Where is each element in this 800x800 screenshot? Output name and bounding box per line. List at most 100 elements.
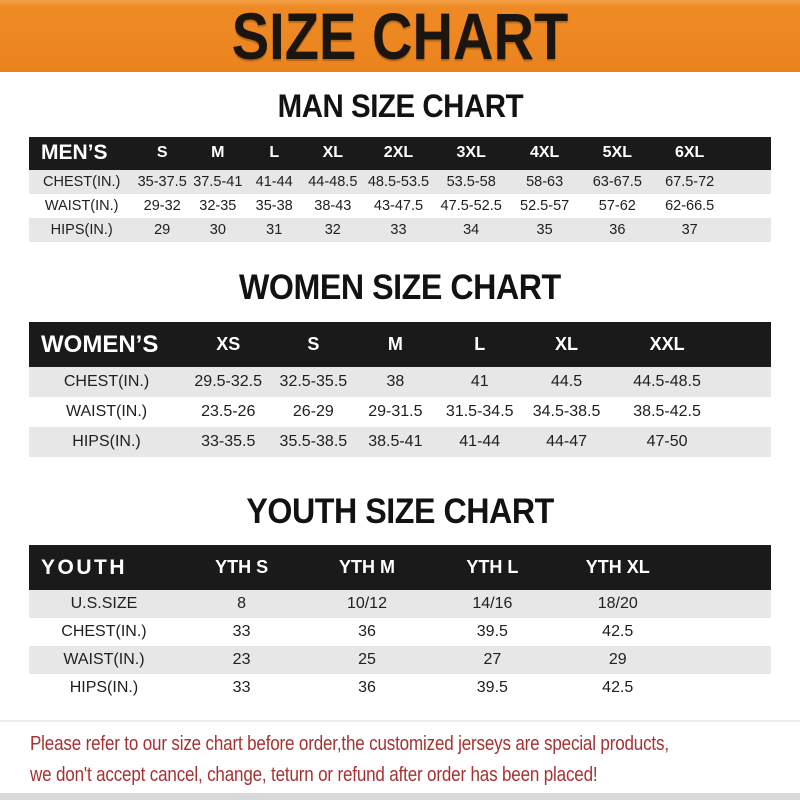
youth-size-table: YOUTH YTH S YTH M YTH L YTH XL U.S.SIZE 8 10/12… bbox=[29, 545, 771, 703]
footer-note-line1: Please refer to our size chart before or… bbox=[30, 728, 800, 759]
size-column-header: YTH L bbox=[429, 545, 556, 591]
youth-section-heading-text: YOUTH SIZE CHART bbox=[246, 492, 554, 532]
size-value-cell: 63-67.5 bbox=[592, 173, 642, 190]
size-column-header: L bbox=[245, 136, 303, 170]
row-label-cell: HIPS(IN.) bbox=[72, 433, 141, 451]
row-filler-cell bbox=[724, 427, 771, 457]
banner: SIZE CHART bbox=[0, 0, 800, 72]
size-value-cell: 26-29 bbox=[292, 403, 334, 421]
row-label-cell: WAIST(IN.) bbox=[44, 197, 119, 214]
size-value-cell: 41-44 bbox=[459, 433, 501, 451]
bottom-edge-strip bbox=[0, 793, 800, 800]
size-value-cell: 30 bbox=[209, 221, 226, 238]
row-filler-cell bbox=[724, 397, 771, 427]
size-value-cell: 37 bbox=[681, 221, 698, 238]
size-value-cell: 62-66.5 bbox=[665, 197, 715, 214]
size-value-cell: 29-32 bbox=[143, 197, 181, 214]
size-value-cell: 44.5-48.5 bbox=[633, 373, 701, 391]
size-value-cell: 10/12 bbox=[346, 595, 387, 613]
size-value-cell: 33 bbox=[232, 679, 251, 697]
footer-note-line1-text: Please refer to our size chart before or… bbox=[30, 732, 669, 756]
size-value-cell: 31 bbox=[266, 221, 283, 238]
table-title-cell: MEN’S bbox=[29, 136, 135, 170]
table-row: CHEST(IN.) 35-37.5 37.5-41 41-44 44-48.5 48.5… bbox=[29, 169, 771, 194]
row-label-cell: WAIST(IN.) bbox=[65, 403, 148, 421]
size-column-header: 6XL bbox=[653, 136, 726, 170]
table-title-cell: WOMEN’S bbox=[29, 322, 185, 368]
size-value-cell: 58-63 bbox=[526, 173, 564, 190]
row-label-cell: WAIST(IN.) bbox=[63, 651, 145, 669]
row-filler-cell bbox=[680, 618, 771, 646]
row-filler-cell bbox=[680, 646, 771, 674]
size-value-cell: 53.5-58 bbox=[446, 173, 496, 190]
row-filler-cell bbox=[724, 367, 771, 397]
size-value-cell: 29-31.5 bbox=[368, 403, 423, 421]
size-value-cell: 44-48.5 bbox=[308, 173, 358, 190]
table-row: WAIST(IN.) 23 25 27 29 bbox=[29, 646, 771, 675]
size-value-cell: 67.5-72 bbox=[665, 173, 715, 190]
size-column-header: YTH S bbox=[178, 545, 305, 591]
size-value-cell: 34.5-38.5 bbox=[532, 403, 601, 421]
row-filler-cell bbox=[726, 194, 771, 218]
size-value-cell: 33-35.5 bbox=[201, 433, 256, 451]
size-value-cell: 14/16 bbox=[472, 595, 513, 613]
size-value-cell: 41-44 bbox=[255, 173, 293, 190]
header-filler-cell bbox=[725, 136, 771, 170]
men-section-heading: MAN SIZE CHART bbox=[0, 88, 800, 124]
size-column-header: S bbox=[134, 136, 190, 170]
size-column-header: XL bbox=[302, 136, 363, 170]
women-size-table: WOMEN’S XS S M L XL XXL CHEST(IN.) 29.5-32.5 32.5… bbox=[29, 322, 771, 458]
youth-section-heading: YOUTH SIZE CHART bbox=[0, 494, 800, 531]
size-column-header: XL bbox=[523, 322, 610, 368]
size-column-header: XXL bbox=[609, 322, 725, 368]
size-value-cell: 29.5-32.5 bbox=[194, 373, 263, 391]
table-row: CHEST(IN.) 33 36 39.5 42.5 bbox=[29, 618, 771, 647]
footer-divider bbox=[0, 720, 800, 723]
size-value-cell: 52.5-57 bbox=[520, 197, 570, 214]
size-value-cell: 41 bbox=[470, 373, 489, 391]
size-value-cell: 57-62 bbox=[598, 197, 636, 214]
size-value-cell: 31.5-34.5 bbox=[445, 403, 514, 421]
size-value-cell: 29 bbox=[154, 221, 171, 238]
table-header-row: WOMEN’S XS S M L XL XXL bbox=[29, 322, 771, 368]
table-row: WAIST(IN.) 23.5-26 26-29 29-31.5 31.5-34.5 34… bbox=[29, 397, 771, 428]
table-title-cell: YOUTH bbox=[29, 545, 179, 591]
table-row: WAIST(IN.) 29-32 32-35 35-38 38-43 43-47.5 47.… bbox=[29, 193, 771, 218]
size-column-header: XS bbox=[184, 322, 273, 368]
size-value-cell: 42.5 bbox=[602, 623, 634, 641]
size-value-cell: 47-50 bbox=[646, 433, 688, 451]
size-column-header: M bbox=[190, 136, 246, 170]
women-section-heading: WOMEN SIZE CHART bbox=[0, 267, 800, 307]
size-value-cell: 27 bbox=[483, 651, 502, 669]
size-value-cell: 44-47 bbox=[546, 433, 587, 451]
size-value-cell: 34 bbox=[463, 221, 480, 238]
size-column-header: L bbox=[436, 322, 524, 368]
footer-note-line2-text: we don't accept cancel, change, teturn o… bbox=[30, 763, 598, 787]
size-column-header: 4XL bbox=[508, 136, 581, 170]
row-label-cell: HIPS(IN.) bbox=[69, 679, 139, 697]
table-row: HIPS(IN.) 29 30 31 32 33 34 35 36 37 bbox=[29, 217, 771, 242]
row-label-cell: CHEST(IN.) bbox=[63, 373, 150, 391]
row-label-cell: CHEST(IN.) bbox=[61, 623, 147, 641]
men-section-heading-text: MAN SIZE CHART bbox=[277, 88, 523, 124]
footer-note: Please refer to our size chart before or… bbox=[0, 728, 800, 790]
size-column-header: 3XL bbox=[434, 136, 509, 170]
size-column-header: YTH XL bbox=[555, 545, 681, 591]
size-column-header: S bbox=[272, 322, 355, 368]
size-value-cell: 48.5-53.5 bbox=[367, 173, 430, 190]
header-filler-cell bbox=[680, 545, 771, 591]
footer-note-line2: we don't accept cancel, change, teturn o… bbox=[30, 759, 800, 790]
size-value-cell: 18/20 bbox=[597, 595, 638, 613]
size-value-cell: 8 bbox=[237, 595, 247, 613]
size-value-cell: 23 bbox=[232, 651, 251, 669]
header-filler-cell bbox=[724, 322, 771, 368]
size-value-cell: 35-37.5 bbox=[137, 173, 187, 190]
table-header-row: MEN’S S M L XL 2XL 3XL 4XL 5XL 6XL bbox=[29, 136, 771, 170]
size-value-cell: 39.5 bbox=[476, 623, 508, 641]
size-value-cell: 39.5 bbox=[476, 679, 508, 697]
women-section-heading-text: WOMEN SIZE CHART bbox=[239, 267, 561, 307]
size-value-cell: 32.5-35.5 bbox=[279, 373, 348, 391]
size-value-cell: 37.5-41 bbox=[193, 173, 243, 190]
table-row: HIPS(IN.) 33 36 39.5 42.5 bbox=[29, 674, 771, 703]
